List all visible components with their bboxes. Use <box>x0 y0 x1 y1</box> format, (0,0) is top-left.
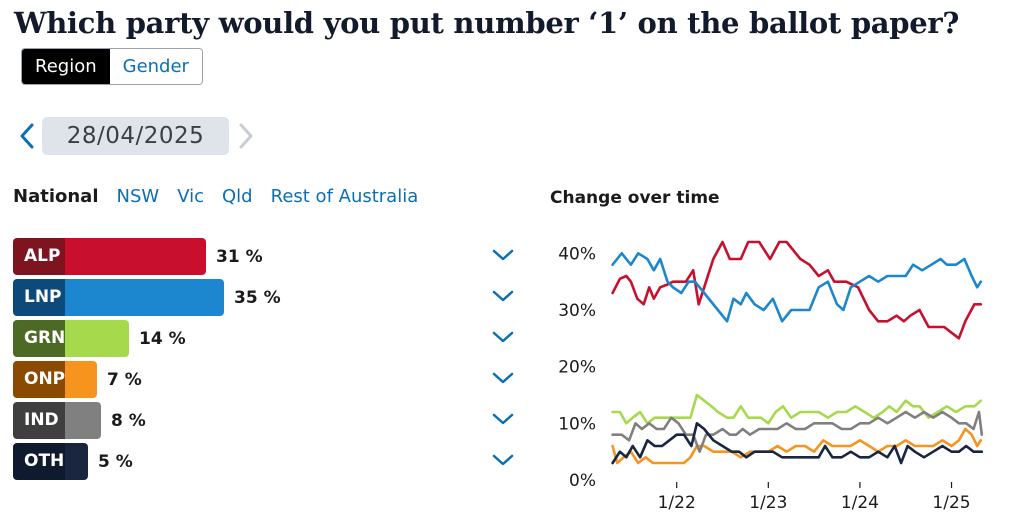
page-title: Which party would you put number ‘1’ on … <box>14 6 960 40</box>
party-label: ALP <box>13 238 65 275</box>
y-tick-label: 30% <box>558 301 596 321</box>
chevron-down-icon[interactable] <box>491 370 515 384</box>
party-label: LNP <box>13 279 65 316</box>
y-tick-label: 40% <box>558 244 596 264</box>
toggle-gender-button[interactable]: Gender <box>109 49 202 84</box>
chevron-down-icon[interactable] <box>491 247 515 261</box>
series-line-oth <box>611 422 984 465</box>
series-line-onp <box>611 427 983 465</box>
trend-line-chart: 0% 10% 20% 30% 40% 1/22 1/23 1/24 1/25 <box>558 240 984 513</box>
x-tick-label: 1/23 <box>749 493 787 513</box>
chart-title: Change over time <box>550 188 720 208</box>
party-row-alp: ALP 31 % <box>13 238 263 275</box>
y-tick-label: 20% <box>558 358 596 378</box>
x-tick-label: 1/22 <box>658 493 696 513</box>
party-value: 14 % <box>139 328 186 349</box>
party-row-grn: GRN 14 % <box>13 320 186 357</box>
party-bar <box>65 279 224 316</box>
party-row-lnp: LNP 35 % <box>13 279 281 316</box>
party-row-onp: ONP 7 % <box>13 361 142 398</box>
chevron-down-icon[interactable] <box>491 288 515 302</box>
party-value: 35 % <box>234 287 281 308</box>
y-tick-label: 0% <box>569 471 596 491</box>
chevron-down-icon[interactable] <box>491 329 515 343</box>
x-tick-label: 1/25 <box>932 493 970 513</box>
view-toggle: Region Gender <box>21 48 203 85</box>
party-bar <box>65 361 97 398</box>
date-navigator: 28/04/2025 <box>14 117 259 155</box>
chevron-right-icon[interactable] <box>233 117 259 155</box>
chevron-down-icon[interactable] <box>491 452 515 466</box>
tab-vic[interactable]: Vic <box>177 186 205 207</box>
series-line-grn <box>611 393 983 425</box>
party-row-oth: OTH 5 % <box>13 443 133 480</box>
chevron-down-icon[interactable] <box>491 411 515 425</box>
tab-qld[interactable]: Qld <box>222 186 253 207</box>
region-tabs: National NSW Vic Qld Rest of Australia <box>13 186 436 207</box>
party-bar <box>65 443 88 480</box>
party-label: IND <box>13 402 65 439</box>
series-line-ind <box>611 410 984 453</box>
party-label: GRN <box>13 320 65 357</box>
chevron-left-icon[interactable] <box>14 117 40 155</box>
party-value: 7 % <box>107 369 142 390</box>
tab-nsw[interactable]: NSW <box>116 186 160 207</box>
party-row-ind: IND 8 % <box>13 402 146 439</box>
party-label: OTH <box>13 443 65 480</box>
series-line-alp <box>611 240 983 340</box>
party-label: ONP <box>13 361 65 398</box>
party-value: 8 % <box>111 410 146 431</box>
toggle-region-button[interactable]: Region <box>22 49 110 84</box>
party-bar <box>65 402 101 439</box>
y-tick-label: 10% <box>558 414 596 434</box>
party-value: 31 % <box>216 246 263 267</box>
x-tick-label: 1/24 <box>841 493 879 513</box>
series-line-lnp <box>611 252 983 323</box>
party-value: 5 % <box>98 451 133 472</box>
date-display: 28/04/2025 <box>42 117 229 155</box>
tab-rest-of-australia[interactable]: Rest of Australia <box>270 186 419 207</box>
party-bar <box>65 320 129 357</box>
tab-national[interactable]: National <box>13 186 99 207</box>
party-bar <box>65 238 206 275</box>
